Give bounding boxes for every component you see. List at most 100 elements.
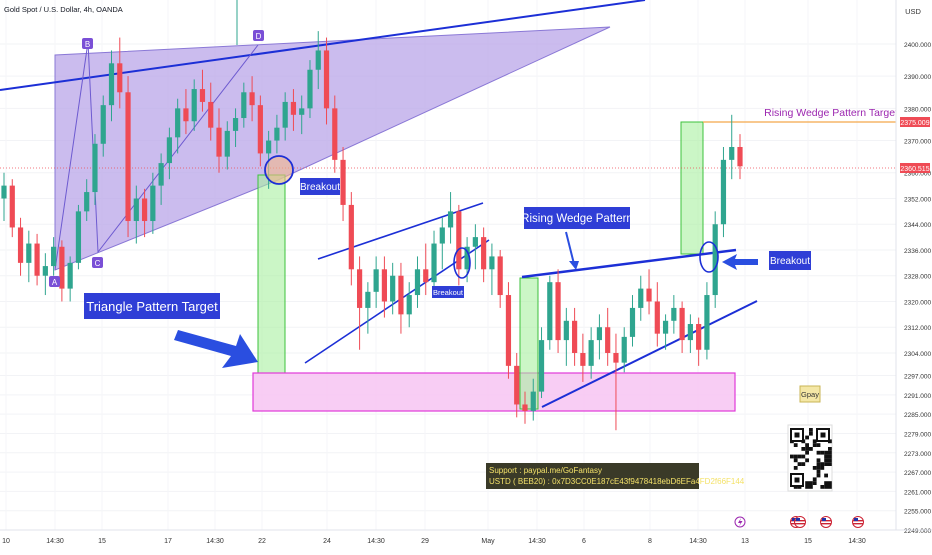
x-tick-label: 14:30	[689, 538, 707, 545]
y-tick-label: 2360.000	[904, 171, 931, 178]
y-tick-label: 2304.000	[904, 351, 931, 358]
y-tick-label: 2261.000	[904, 489, 931, 496]
support-zone	[252, 372, 736, 412]
candle	[232, 108, 239, 147]
svg-text:Gpay: Gpay	[801, 390, 819, 399]
candle	[671, 295, 677, 334]
x-tick-label: 10	[2, 538, 10, 545]
candle	[679, 301, 685, 353]
wedge-label-pointer	[565, 231, 575, 265]
x-tick-label: 14:30	[367, 538, 385, 545]
event-flag-us-3[interactable]	[820, 516, 832, 528]
candle	[241, 82, 247, 128]
candle	[729, 114, 735, 180]
svg-text:USTD ( BEB20) : 0x7D3CC0E187cE: USTD ( BEB20) : 0x7D3CC0E187cE43f9478418…	[489, 477, 745, 486]
breakout-circle-right	[699, 241, 719, 273]
x-tick-label: 24	[323, 538, 331, 545]
candle	[17, 217, 24, 276]
price-axis[interactable]: 2400.000 2390.000 2380.000 2370.000 2360.000…	[904, 42, 931, 535]
x-tick-label: 13	[741, 538, 749, 545]
candle	[340, 146, 346, 222]
candle	[299, 95, 305, 135]
candle	[42, 253, 48, 296]
y-tick-label: 2344.000	[904, 222, 931, 229]
candle	[613, 333, 619, 431]
candle	[481, 227, 487, 283]
breakout-label-left: Breakout	[300, 178, 340, 195]
candle	[9, 179, 15, 238]
last-price-tag: 2360.515	[900, 163, 930, 173]
svg-text:B: B	[85, 40, 90, 49]
candle	[216, 108, 222, 173]
rising-wedge-label: Rising Wedge Pattern	[521, 207, 633, 229]
candle	[315, 31, 321, 90]
y-tick-label: 2380.000	[904, 106, 931, 113]
candle	[489, 243, 495, 296]
point-b-marker: B	[82, 38, 93, 49]
candle	[497, 249, 503, 308]
triangle-upper-trendline	[0, 0, 646, 91]
candle	[150, 172, 156, 234]
candle	[572, 307, 578, 366]
candles	[1, 31, 743, 431]
candle	[687, 314, 693, 353]
candle	[84, 179, 90, 222]
candle	[323, 37, 330, 125]
y-tick-label: 2390.000	[904, 74, 931, 81]
svg-text:D: D	[256, 32, 262, 41]
breakout-circle-mid	[453, 247, 471, 279]
support-box: Support : paypal.me/GoFantasy USTD ( BEB…	[486, 463, 745, 489]
candle	[199, 69, 206, 112]
event-flag-us-4[interactable]	[852, 516, 864, 528]
mid-green-box	[519, 277, 539, 410]
wedge-label-pointer-head	[569, 261, 579, 270]
candle	[737, 134, 743, 180]
point-c-marker: C	[92, 257, 103, 268]
donation-qr-code	[787, 424, 833, 492]
triangle-target-arrow	[174, 330, 258, 368]
point-d-marker: D	[253, 30, 264, 41]
candle	[290, 89, 297, 131]
candle	[398, 262, 404, 334]
candle	[1, 172, 7, 222]
candle	[447, 192, 454, 244]
candle	[621, 327, 627, 373]
candle	[646, 269, 652, 315]
y-tick-label: 2400.000	[904, 42, 931, 49]
candle	[158, 153, 164, 205]
candle	[720, 146, 727, 238]
candle	[472, 224, 478, 270]
candle	[249, 76, 255, 122]
event-icon-lightning[interactable]	[734, 516, 746, 528]
svg-text:2375.009: 2375.009	[900, 120, 929, 127]
y-tick-label: 2267.000	[904, 470, 931, 477]
wedge-target-label: Rising Wedge Pattern Target	[764, 107, 898, 119]
candle	[166, 127, 172, 180]
candle	[125, 76, 131, 238]
y-tick-label: 2285.000	[904, 412, 931, 419]
y-tick-label: 2291.000	[904, 393, 931, 400]
x-tick-label: 14:30	[206, 538, 224, 545]
y-tick-label: 2273.000	[904, 451, 931, 458]
candle	[505, 282, 512, 379]
candle	[348, 192, 354, 286]
candle	[117, 37, 123, 109]
point-a-marker: A	[49, 276, 60, 287]
wedge-target-box	[680, 121, 704, 255]
candle	[365, 282, 371, 334]
breakout-label-right: Breakout	[769, 251, 811, 270]
candle	[100, 95, 106, 157]
svg-text:Breakout: Breakout	[433, 288, 464, 297]
y-tick-label: 2279.000	[904, 431, 931, 438]
event-flag-us-2[interactable]	[794, 516, 806, 528]
candle	[274, 114, 280, 154]
x-tick-label: 14:30	[528, 538, 546, 545]
y-tick-label: 2320.000	[904, 299, 931, 306]
x-tick-label: 14:30	[848, 538, 866, 545]
time-axis[interactable]: 10 14:30 15 17 14:30 22 24 14:30 29 May 14:30 6 8 14:…	[2, 538, 866, 545]
candle	[133, 185, 139, 244]
candle	[175, 98, 181, 154]
candle	[414, 256, 421, 308]
